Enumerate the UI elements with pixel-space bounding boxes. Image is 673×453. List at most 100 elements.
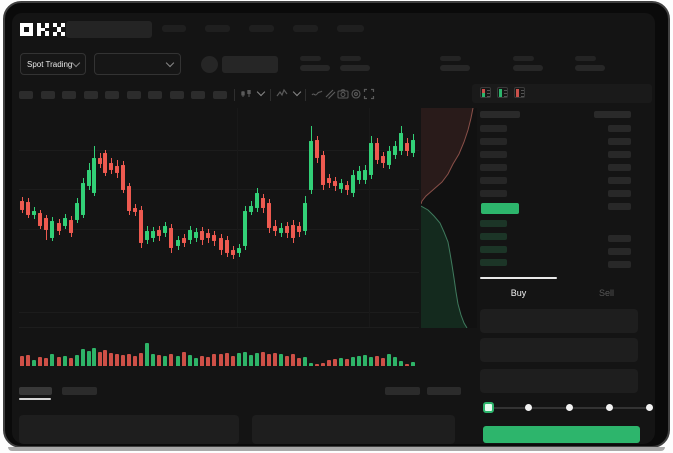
candle-61 (387, 151, 391, 165)
volume-bar-57 (363, 355, 367, 366)
bid-price-skeleton-1[interactable] (480, 233, 507, 240)
timeframe-chip-8[interactable] (191, 91, 205, 99)
timeframe-chip-3[interactable] (83, 91, 98, 99)
buy-submit-button[interactable] (483, 426, 640, 443)
candle-48 (309, 141, 313, 190)
nav-item-skeleton-3[interactable] (293, 25, 318, 32)
pair-selector[interactable] (94, 53, 181, 75)
nav-item-skeleton-4[interactable] (337, 25, 364, 32)
slider-mark-75pct[interactable] (605, 404, 613, 411)
orders-tab[interactable] (62, 387, 97, 395)
slider-mark-25pct[interactable] (525, 404, 533, 411)
candlestick-chart[interactable] (19, 108, 419, 328)
depth-ask-line (420, 107, 474, 205)
coin-avatar[interactable] (201, 56, 218, 73)
slider-mark-100pct[interactable] (646, 404, 653, 411)
volume-bar-33 (219, 354, 223, 366)
ask-price-skeleton-4[interactable] (480, 177, 507, 184)
ask-price-skeleton-1[interactable] (480, 138, 507, 145)
stat-label-skeleton-4 (575, 56, 596, 61)
volume-bar-6 (57, 357, 61, 366)
ask-price-skeleton-5[interactable] (480, 190, 507, 197)
nav-item-skeleton-0[interactable] (162, 25, 186, 32)
volume-bar-37 (243, 352, 247, 366)
ask-price-skeleton-0[interactable] (480, 125, 507, 132)
nav-item-skeleton-2[interactable] (249, 25, 274, 32)
ask-price-skeleton-2[interactable] (480, 151, 507, 158)
compare-layers-icon[interactable] (324, 88, 336, 100)
candle-32 (212, 235, 216, 241)
candle-4 (44, 218, 48, 230)
volume-bar-18 (127, 354, 131, 366)
slider-handle-0pct[interactable] (483, 402, 494, 413)
volume-bar-55 (351, 357, 355, 366)
settings-gear-icon[interactable] (350, 88, 362, 100)
search-input[interactable] (66, 21, 152, 38)
candle-34 (225, 240, 229, 253)
history-filter-left[interactable] (385, 387, 420, 395)
pair-name-skeleton (222, 56, 278, 73)
timeframe-chip-7[interactable] (169, 91, 184, 99)
candle-17 (121, 165, 125, 190)
volume-bar-41 (267, 354, 271, 366)
positions-tab-active[interactable] (19, 387, 52, 395)
tab-buy[interactable]: Buy (510, 288, 527, 298)
indicators-icon[interactable] (276, 88, 288, 100)
candle-41 (267, 203, 271, 228)
toolbar-divider (270, 89, 271, 101)
order-input-skeleton-1[interactable] (480, 338, 638, 362)
candle-14 (103, 153, 107, 173)
candle-style-icon[interactable] (240, 88, 252, 100)
orderbook-view-asks-icon[interactable] (514, 87, 525, 98)
tab-sell[interactable]: Sell (598, 288, 614, 298)
market-type-selector[interactable]: Spot Trading (20, 53, 86, 75)
slider-mark-50pct[interactable] (565, 404, 573, 411)
chevron-down-icon[interactable] (292, 87, 302, 97)
timeframe-chip-0[interactable] (19, 91, 33, 99)
timeframe-chip-5[interactable] (126, 91, 141, 99)
bid-price-skeleton-0[interactable] (480, 220, 507, 227)
candle-15 (109, 163, 113, 170)
bid-price-skeleton-2[interactable] (480, 246, 507, 253)
line-chart-icon[interactable] (311, 88, 323, 100)
candle-28 (188, 230, 192, 240)
volume-bar-7 (63, 356, 67, 366)
candle-62 (393, 146, 397, 155)
fullscreen-icon[interactable] (363, 88, 375, 100)
order-input-skeleton-0[interactable] (480, 309, 638, 333)
stat-value-skeleton-4 (575, 65, 605, 71)
volume-bar-40 (261, 352, 265, 366)
volume-bar-9 (75, 355, 79, 366)
candle-23 (157, 230, 161, 236)
orderbook-view-bids-icon[interactable] (497, 87, 508, 98)
volume-bar-10 (81, 349, 85, 366)
camera-snapshot-icon[interactable] (337, 88, 349, 100)
timeframe-chip-2[interactable] (62, 91, 76, 99)
depth-bid-area (421, 206, 467, 328)
bid-price-skeleton-3[interactable] (480, 259, 507, 266)
timeframe-chip-6[interactable] (148, 91, 162, 99)
stat-value-skeleton-2 (440, 65, 470, 71)
candle-33 (219, 238, 223, 250)
volume-bar-21 (145, 343, 149, 366)
candle-49 (315, 140, 319, 158)
stat-label-skeleton-1 (340, 56, 361, 61)
chevron-down-icon (165, 58, 175, 67)
chevron-down-icon[interactable] (256, 87, 266, 97)
stat-value-skeleton-1 (340, 65, 370, 71)
ask-price-skeleton-3[interactable] (480, 164, 507, 171)
ask-amount-skeleton-2 (608, 151, 631, 158)
timeframe-chip-1[interactable] (40, 91, 55, 99)
nav-item-skeleton-1[interactable] (205, 25, 230, 32)
volume-bar-22 (151, 354, 155, 366)
last-price-bar[interactable] (481, 203, 519, 214)
timeframe-chip-9[interactable] (212, 91, 227, 99)
volume-bar-8 (69, 358, 73, 366)
orderbook-view-both-icon[interactable] (480, 87, 491, 98)
order-input-skeleton-2[interactable] (480, 369, 638, 393)
history-filter-right[interactable] (427, 387, 461, 395)
timeframe-chip-4[interactable] (105, 91, 119, 99)
candle-51 (327, 178, 331, 183)
candle-21 (145, 231, 149, 240)
candle-37 (243, 211, 247, 246)
